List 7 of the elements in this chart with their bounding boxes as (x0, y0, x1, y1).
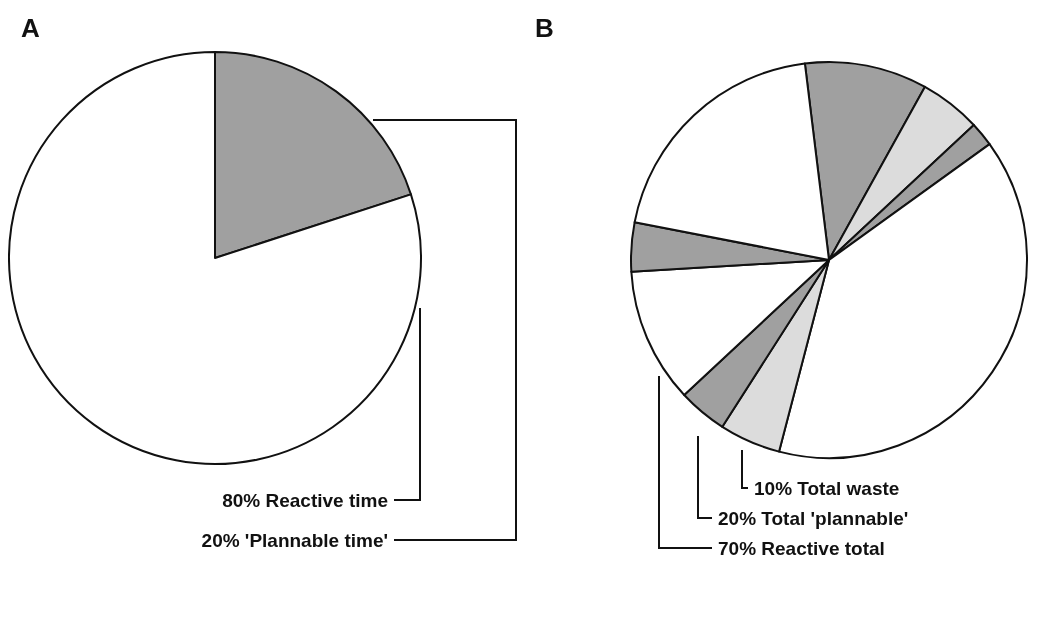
text: 70% Reactive total (718, 537, 885, 559)
text: 10% Total waste (754, 477, 900, 499)
chart-title: B (535, 13, 554, 43)
text: 20% 'Plannable time' (201, 529, 388, 551)
text: 20% Total 'plannable' (718, 507, 909, 529)
text: 80% Reactive time (222, 489, 388, 511)
chart-title: A (21, 13, 40, 43)
